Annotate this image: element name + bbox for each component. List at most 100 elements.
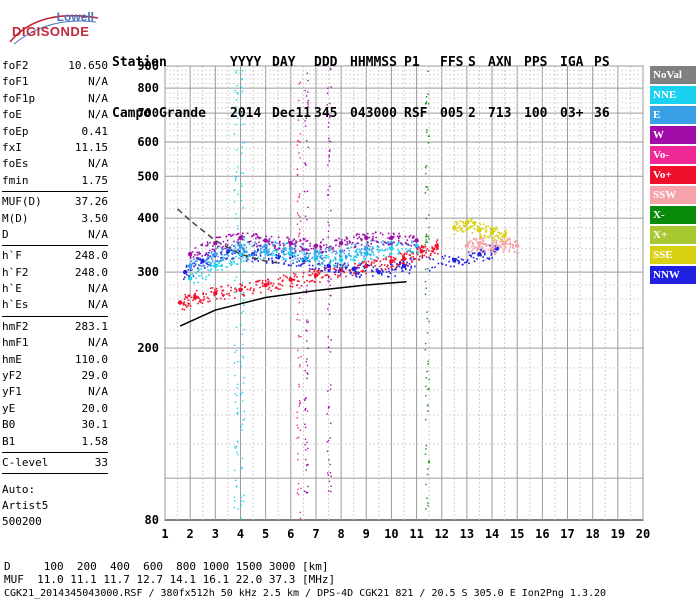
data-dot <box>361 261 363 264</box>
data-dot <box>417 252 419 255</box>
noise-dot <box>425 165 428 167</box>
data-dot <box>354 246 357 248</box>
data-dot <box>202 264 204 267</box>
data-dot <box>211 258 213 260</box>
data-dot <box>339 268 342 271</box>
data-dot <box>361 252 364 254</box>
data-dot <box>267 241 269 243</box>
noise-dot <box>306 190 309 192</box>
noise-dot <box>424 453 427 455</box>
noise-dot <box>305 291 307 294</box>
data-dot <box>487 244 489 246</box>
data-dot <box>226 239 229 242</box>
data-dot <box>492 236 495 239</box>
data-dot <box>478 246 480 249</box>
data-dot <box>379 232 382 234</box>
noise-dot <box>235 326 238 329</box>
data-dot <box>377 241 379 243</box>
data-dot <box>221 265 223 268</box>
data-dot <box>303 281 306 284</box>
noise-dot <box>426 473 429 476</box>
data-dot <box>370 242 372 245</box>
data-dot <box>282 257 285 260</box>
data-dot <box>371 261 373 264</box>
y-tick-label: 600 <box>137 135 159 149</box>
data-dot <box>231 251 234 254</box>
data-dot <box>354 243 356 246</box>
data-dot <box>309 252 312 255</box>
noise-dot <box>235 213 237 215</box>
data-dot <box>301 243 304 245</box>
noise-dot <box>235 479 237 482</box>
data-dot <box>245 246 248 249</box>
data-dot <box>246 241 249 243</box>
data-dot <box>279 277 282 279</box>
data-dot <box>187 302 190 305</box>
noise-dot <box>299 429 302 431</box>
data-dot <box>411 250 414 253</box>
data-dot <box>226 247 228 249</box>
noise-dot <box>298 140 300 143</box>
noise-dot <box>304 444 306 446</box>
data-dot <box>300 258 302 260</box>
data-point-sse <box>464 220 470 226</box>
data-dot <box>336 266 338 268</box>
noise-dot <box>296 437 298 439</box>
data-dot <box>279 240 281 243</box>
data-dot <box>509 241 511 244</box>
data-dot <box>373 240 376 242</box>
noise-dot <box>243 376 245 379</box>
data-dot <box>197 281 200 284</box>
data-dot <box>422 246 425 249</box>
noise-dot <box>304 215 307 217</box>
data-dot <box>274 245 276 248</box>
data-dot <box>309 242 312 245</box>
data-dot <box>495 241 498 244</box>
param-value: 3.50 <box>81 211 109 225</box>
noise-dot <box>304 369 306 372</box>
noise-dot <box>236 387 238 389</box>
noise-dot <box>299 141 302 143</box>
data-dot <box>271 241 273 244</box>
data-dot <box>338 245 341 248</box>
noise-dot <box>326 92 329 95</box>
noise-dot <box>326 413 329 415</box>
data-dot <box>495 245 498 248</box>
noise-dot <box>242 382 245 384</box>
data-dot <box>328 250 331 252</box>
data-dot <box>198 264 200 266</box>
data-dot <box>205 278 207 281</box>
noise-dot <box>242 172 245 174</box>
data-dot <box>324 254 327 257</box>
data-dot <box>252 289 255 292</box>
data-dot <box>195 277 197 279</box>
data-dot <box>184 293 187 296</box>
data-dot <box>355 243 358 245</box>
logo-swoosh-icon <box>9 15 99 45</box>
data-dot <box>298 250 301 252</box>
data-dot <box>212 254 214 256</box>
data-dot <box>397 236 400 239</box>
data-dot <box>301 258 303 261</box>
x-tick-label: 10 <box>384 527 398 541</box>
param-key: yF2 <box>2 369 22 383</box>
noise-dot <box>243 142 246 144</box>
data-dot <box>385 271 388 273</box>
header-label-9: PPS <box>524 55 548 70</box>
noise-dot <box>329 269 331 271</box>
data-dot <box>271 241 274 244</box>
data-dot <box>369 245 371 248</box>
data-dot <box>209 300 211 302</box>
noise-dot <box>327 472 329 474</box>
data-dot <box>448 260 450 263</box>
data-dot <box>355 248 358 251</box>
data-dot <box>240 255 243 257</box>
data-dot <box>386 265 388 268</box>
noise-dot <box>425 235 427 238</box>
data-dot <box>479 253 482 256</box>
data-dot <box>338 255 341 258</box>
noise-dot <box>235 106 237 108</box>
data-dot <box>391 248 394 250</box>
noise-dot <box>298 233 300 235</box>
data-dot <box>276 242 278 245</box>
